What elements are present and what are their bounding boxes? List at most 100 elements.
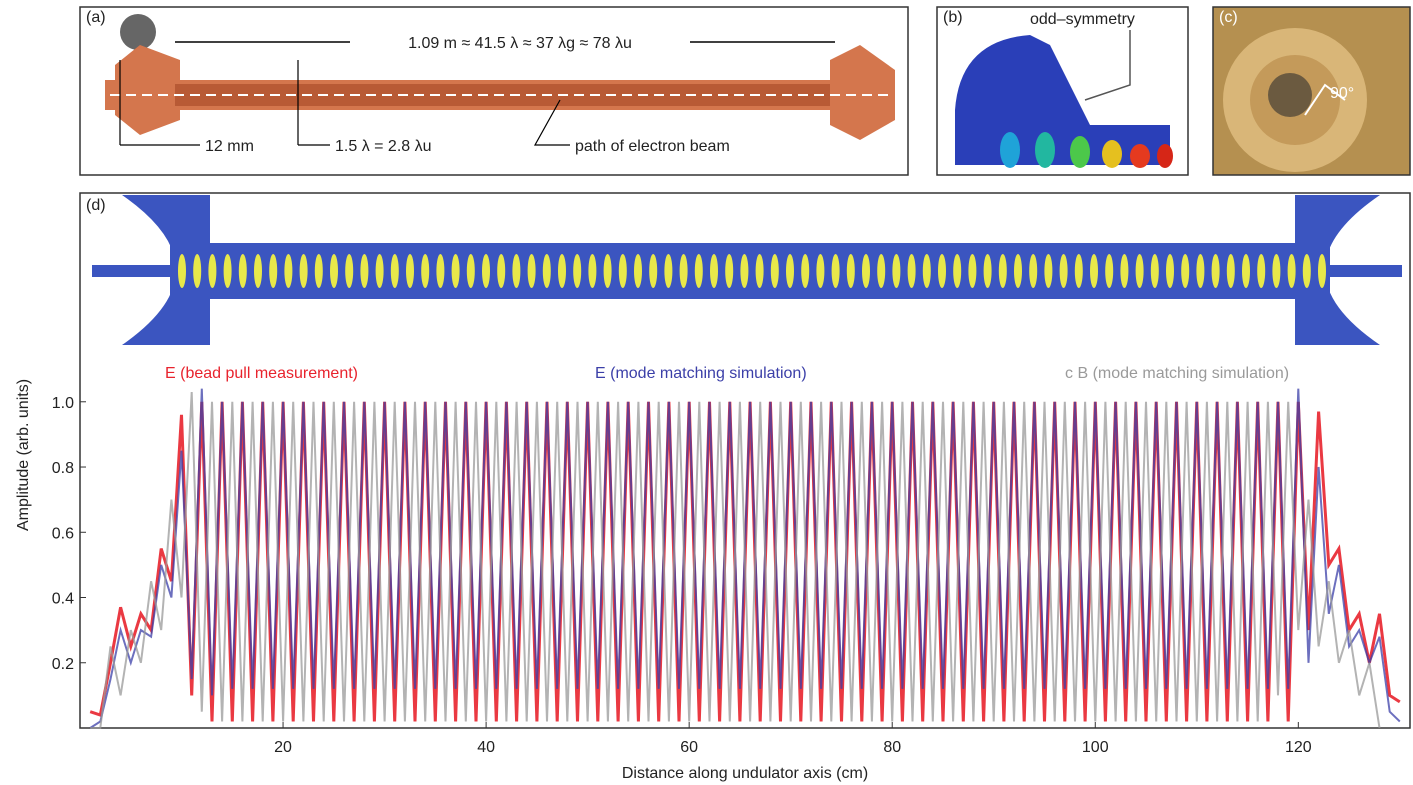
cell <box>1181 254 1190 288</box>
cell <box>1090 254 1098 288</box>
cell <box>406 254 414 288</box>
undulator-drawing <box>105 14 895 146</box>
x-tick-label: 20 <box>274 739 292 756</box>
cell <box>922 254 931 288</box>
y-tick-label: 0.4 <box>52 591 74 608</box>
cell <box>786 254 794 288</box>
beam-label: path of electron beam <box>575 138 730 155</box>
cell <box>618 254 627 288</box>
cell <box>238 254 247 288</box>
cell <box>1166 254 1174 288</box>
cell <box>1211 254 1220 288</box>
cell <box>649 254 658 288</box>
legend-entry: E (mode matching simulation) <box>595 365 807 382</box>
cell <box>208 254 217 288</box>
cell <box>1150 254 1159 288</box>
y-tick-label: 0.8 <box>52 460 74 477</box>
cell <box>1196 254 1205 288</box>
cell <box>1044 254 1053 288</box>
legend-entry: E (bead pull measurement) <box>165 365 358 382</box>
cell <box>892 254 901 288</box>
cell <box>451 254 460 288</box>
cell <box>497 254 506 288</box>
cell <box>1029 254 1038 288</box>
series-line <box>90 391 1381 729</box>
label-bg <box>350 30 690 54</box>
cell <box>223 254 232 288</box>
cell <box>907 254 916 288</box>
cell <box>1014 254 1022 288</box>
cell <box>360 254 369 288</box>
cell <box>375 254 384 288</box>
cell <box>390 254 399 288</box>
x-tick-label: 100 <box>1082 739 1109 756</box>
note-label: odd–symmetry <box>1030 11 1135 28</box>
x-tick-label: 80 <box>883 739 901 756</box>
cell <box>1226 254 1235 288</box>
cell <box>254 254 262 288</box>
cell <box>512 254 521 288</box>
cell <box>1318 254 1326 288</box>
cell <box>862 254 870 288</box>
cell <box>877 254 886 288</box>
angle-label: 90° <box>1330 85 1354 102</box>
cell <box>314 254 323 288</box>
y-axis-label: Amplitude (arb. units) <box>15 379 32 531</box>
cell <box>345 254 354 288</box>
cell <box>421 254 430 288</box>
cell <box>694 254 703 288</box>
panel-label: (b) <box>943 9 963 26</box>
cell <box>299 254 308 288</box>
cell <box>178 254 186 288</box>
structure-drawing <box>92 195 1402 345</box>
length-label: 1.09 m ≈ 41.5 λ ≈ 37 λg ≈ 78 λu <box>408 35 632 52</box>
y-tick-label: 1.0 <box>52 395 74 412</box>
cell <box>436 254 445 288</box>
cell <box>664 254 673 288</box>
cell <box>634 254 642 288</box>
cell <box>1272 254 1281 288</box>
cell <box>770 254 779 288</box>
cell <box>466 254 475 288</box>
y-tick-label: 0.2 <box>52 656 74 673</box>
cell <box>527 254 536 288</box>
cell <box>725 254 734 288</box>
cell <box>1135 254 1144 288</box>
cell <box>1059 254 1068 288</box>
panel-label: (a) <box>86 9 106 26</box>
cell <box>588 254 597 288</box>
cell <box>710 254 718 288</box>
cell <box>482 254 490 288</box>
x-tick-label: 60 <box>680 739 698 756</box>
cell <box>740 254 749 288</box>
panel-label: (d) <box>86 197 106 214</box>
aperture-label: 12 mm <box>205 138 254 155</box>
cell <box>1105 254 1114 288</box>
cell <box>1074 254 1083 288</box>
cell <box>998 254 1007 288</box>
cell <box>1287 254 1296 288</box>
cell <box>573 254 582 288</box>
x-tick-label: 40 <box>477 739 495 756</box>
cell <box>284 254 293 288</box>
cell <box>801 254 810 288</box>
panel-label: (c) <box>1219 9 1238 26</box>
cell <box>953 254 962 288</box>
y-tick-label: 0.6 <box>52 525 74 542</box>
cell <box>1242 254 1250 288</box>
field-plot <box>955 30 1173 168</box>
cell <box>1302 254 1311 288</box>
period-label: 1.5 λ = 2.8 λu <box>335 138 432 155</box>
cell <box>603 254 612 288</box>
cell <box>938 254 946 288</box>
cell <box>330 254 338 288</box>
cell <box>269 254 278 288</box>
cell <box>1120 254 1129 288</box>
x-axis-label: Distance along undulator axis (cm) <box>622 765 868 782</box>
cell <box>558 254 566 288</box>
x-tick-label: 120 <box>1285 739 1312 756</box>
cell <box>816 254 825 288</box>
photo <box>1223 28 1367 172</box>
cell <box>193 254 202 288</box>
